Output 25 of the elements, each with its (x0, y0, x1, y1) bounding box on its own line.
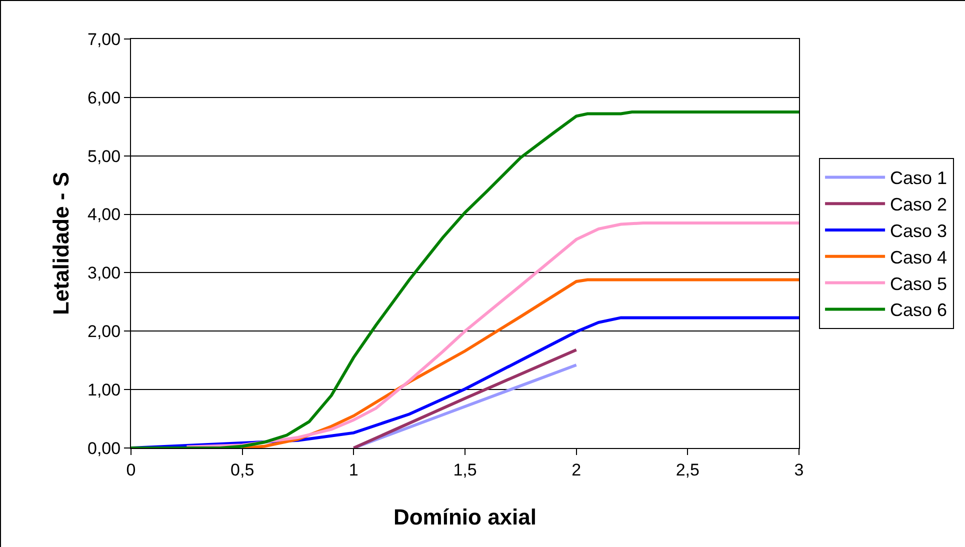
y-axis-title: Letalidade - S (48, 172, 74, 316)
legend-label: Caso 1 (890, 168, 948, 188)
y-tick-label: 3,00 (88, 264, 121, 283)
y-tick-label: 7,00 (88, 30, 121, 49)
line-series (240, 278, 799, 448)
x-tick-label: 2,5 (676, 460, 700, 480)
legend-label: Caso 5 (890, 274, 948, 294)
y-tick-label: 2,00 (88, 322, 121, 342)
line-series (185, 222, 799, 448)
x-tick-label: 1 (348, 460, 358, 480)
y-tick-label: 6,00 (88, 88, 121, 108)
x-tick-label: 2 (572, 460, 582, 480)
x-tick-label: 3 (794, 460, 804, 480)
y-tick-label: 0,00 (88, 438, 121, 458)
legend-label: Caso 2 (890, 194, 948, 215)
x-axis-title: Domínio axial (393, 504, 537, 530)
x-tick-label: 0 (126, 460, 136, 480)
legend-label: Caso 6 (890, 300, 948, 320)
legend-label: Caso 3 (890, 221, 948, 242)
x-tick-label: 0,5 (230, 460, 254, 480)
y-tick-label: 4,00 (88, 205, 121, 224)
y-tick-label: 5,00 (88, 146, 121, 166)
x-tick-label: 1,5 (453, 460, 477, 480)
legend-label: Caso 4 (890, 247, 948, 268)
y-tick-label: 1,00 (88, 380, 121, 400)
